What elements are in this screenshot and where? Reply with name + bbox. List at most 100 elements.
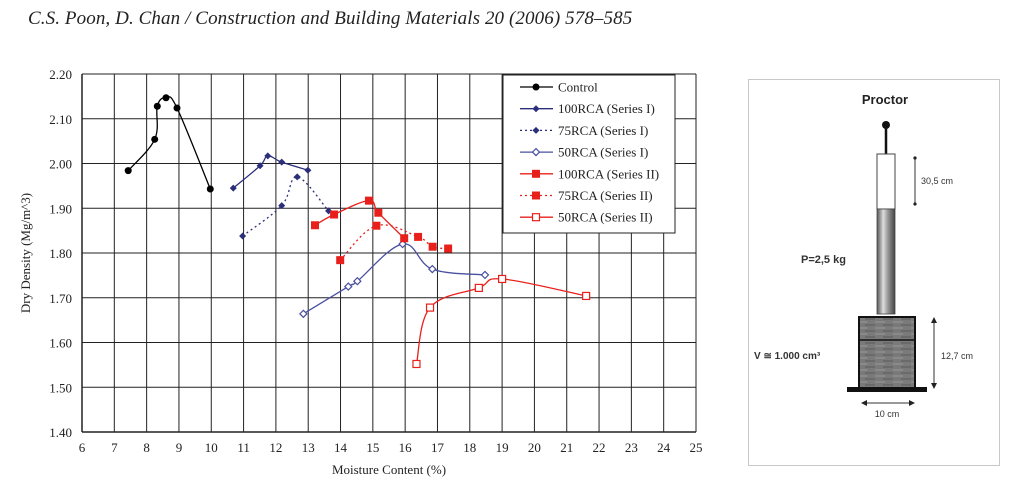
data-point bbox=[531, 147, 541, 157]
series-line bbox=[303, 243, 486, 315]
mould bbox=[858, 316, 916, 389]
data-point bbox=[330, 210, 339, 219]
y-tick-label: 1.50 bbox=[49, 380, 72, 395]
data-point bbox=[428, 242, 437, 251]
series-layer bbox=[124, 94, 591, 369]
data-point bbox=[264, 152, 272, 160]
journal-citation: C.S. Poon, D. Chan / Construction and Bu… bbox=[28, 8, 633, 29]
data-point bbox=[304, 166, 312, 174]
proctor-title: Proctor bbox=[862, 92, 908, 107]
data-point bbox=[124, 167, 132, 175]
data-point bbox=[427, 264, 437, 274]
width-label: 10 cm bbox=[875, 409, 900, 419]
legend-label: Control bbox=[558, 80, 598, 95]
data-point bbox=[256, 162, 264, 170]
y-tick-label: 2.10 bbox=[49, 112, 72, 127]
legend: Control 100RCA (Series I) 75RCA (Series I)… bbox=[502, 74, 676, 234]
legend-item: 50RCA (Series I) bbox=[520, 145, 648, 160]
data-point bbox=[498, 274, 507, 284]
guide-tube bbox=[876, 153, 896, 210]
x-tick-label: 25 bbox=[690, 440, 703, 455]
y-tick-label: 1.40 bbox=[49, 425, 72, 440]
x-tick-label: 16 bbox=[399, 440, 413, 455]
data-point bbox=[336, 256, 345, 265]
data-point bbox=[343, 282, 353, 291]
volume-label: V ≅ 1.000 cm³ bbox=[754, 351, 821, 362]
x-tick-label: 14 bbox=[334, 440, 348, 455]
series-line bbox=[314, 199, 405, 239]
data-point bbox=[278, 202, 286, 210]
x-tick-label: 9 bbox=[176, 440, 183, 455]
drop-height-label: 30,5 cm bbox=[921, 176, 953, 186]
x-tick-label: 11 bbox=[237, 440, 250, 455]
data-point bbox=[425, 303, 435, 312]
legend-label: 100RCA (Series II) bbox=[558, 166, 659, 181]
legend-item: 100RCA (Series I) bbox=[520, 101, 655, 116]
series-75rca-series-ii bbox=[336, 221, 453, 265]
rammer-weight-label: P=2,5 kg bbox=[801, 254, 846, 266]
legend-label: 100RCA (Series I) bbox=[558, 101, 655, 116]
legend-label: 50RCA (Series I) bbox=[558, 145, 648, 160]
series-line bbox=[127, 96, 211, 190]
data-point bbox=[278, 158, 286, 166]
x-tick-label: 6 bbox=[79, 440, 86, 455]
data-point bbox=[153, 102, 161, 110]
arrow-head bbox=[909, 400, 915, 406]
data-point bbox=[229, 184, 237, 192]
data-point bbox=[374, 208, 383, 217]
data-point bbox=[414, 232, 423, 241]
legend-item: 50RCA (Series II) bbox=[520, 210, 653, 225]
x-tick-label: 18 bbox=[463, 440, 476, 455]
data-point bbox=[582, 291, 591, 301]
data-point bbox=[293, 173, 301, 181]
legend-label: 75RCA (Series II) bbox=[558, 188, 653, 203]
base-plate bbox=[847, 387, 927, 392]
data-point bbox=[531, 213, 541, 222]
series-50rca-series-i bbox=[299, 239, 490, 319]
arrow-head bbox=[931, 317, 937, 323]
x-tick-label: 15 bbox=[366, 440, 379, 455]
series-100rca-series-ii bbox=[310, 196, 409, 243]
x-tick-label: 23 bbox=[625, 440, 638, 455]
y-tick-label: 1.80 bbox=[49, 246, 72, 261]
data-point bbox=[532, 126, 540, 134]
y-tick-label: 2.20 bbox=[49, 67, 72, 82]
arrow-end bbox=[913, 156, 917, 160]
arrow-end bbox=[913, 202, 917, 206]
y-tick-label: 2.00 bbox=[49, 157, 72, 172]
legend-item: 75RCA (Series I) bbox=[520, 123, 648, 138]
data-point bbox=[310, 221, 319, 230]
legend-label: 75RCA (Series I) bbox=[558, 123, 648, 138]
x-tick-label: 13 bbox=[302, 440, 315, 455]
x-tick-label: 21 bbox=[560, 440, 573, 455]
data-point bbox=[532, 191, 540, 200]
data-point bbox=[480, 270, 490, 280]
legend-box bbox=[502, 74, 676, 234]
series-control bbox=[124, 94, 214, 193]
series-75rca-series-i bbox=[239, 173, 333, 240]
x-tick-label: 17 bbox=[431, 440, 445, 455]
series-line bbox=[232, 155, 309, 189]
arrow-head bbox=[931, 383, 937, 389]
data-point bbox=[532, 169, 540, 178]
data-point bbox=[299, 309, 308, 319]
data-point bbox=[239, 232, 247, 240]
y-tick-label: 1.90 bbox=[49, 201, 72, 216]
x-tick-label: 7 bbox=[111, 440, 118, 455]
data-point bbox=[206, 185, 214, 193]
y-tick-label: 1.70 bbox=[49, 291, 72, 306]
legend-item: 100RCA (Series II) bbox=[520, 166, 659, 181]
data-point bbox=[173, 104, 181, 112]
data-point bbox=[151, 135, 159, 143]
legend-label: 50RCA (Series II) bbox=[558, 210, 653, 225]
mould-height-label: 12,7 cm bbox=[941, 351, 973, 361]
series-line bbox=[339, 224, 449, 261]
series-line bbox=[242, 176, 330, 237]
data-point bbox=[532, 83, 540, 91]
x-tick-label: 8 bbox=[143, 440, 150, 455]
arrow-head bbox=[861, 400, 867, 406]
data-point bbox=[398, 239, 407, 249]
data-point bbox=[412, 359, 421, 369]
x-tick-label: 24 bbox=[657, 440, 671, 455]
